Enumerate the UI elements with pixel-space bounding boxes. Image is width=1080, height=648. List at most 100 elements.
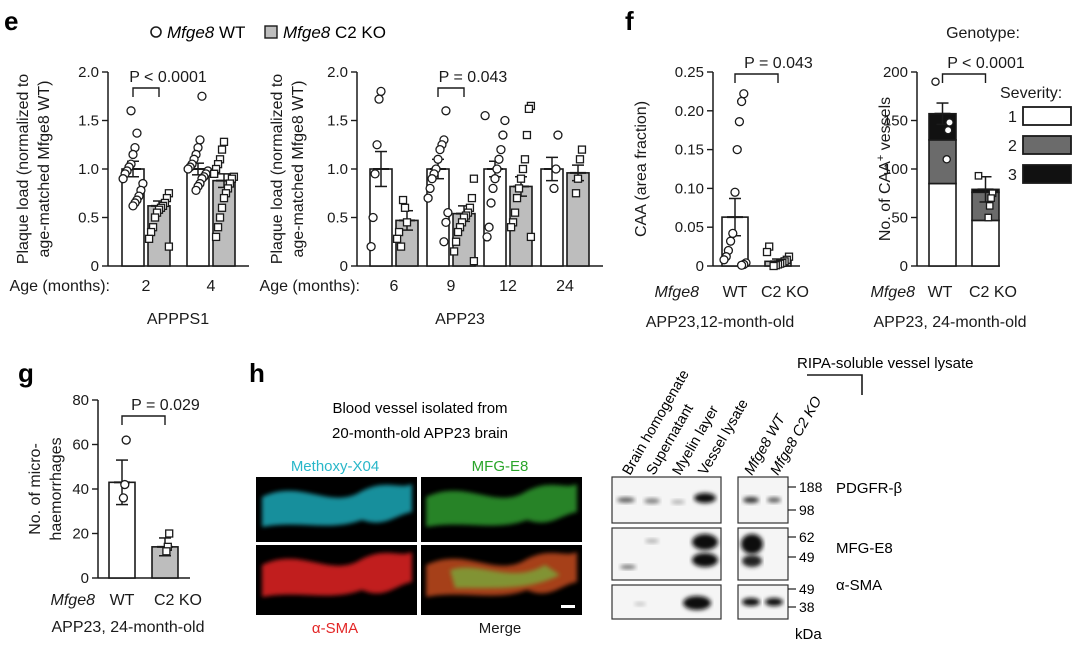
data-point: [219, 137, 229, 146]
data-point: [553, 130, 563, 140]
data-point: [719, 255, 729, 265]
x-tick-label: 4: [207, 278, 216, 295]
severity-legend-label: 1: [1008, 109, 1017, 126]
data-point: [575, 155, 585, 164]
data-point: [162, 547, 171, 556]
data-point: [931, 77, 940, 86]
y-tick-label: 0.25: [675, 64, 704, 81]
y-tick-label: 1.0: [78, 161, 99, 178]
y-tick-label: 50: [891, 210, 908, 227]
data-point: [396, 242, 406, 251]
panel-label-e: e: [4, 6, 18, 36]
data-point: [120, 479, 130, 490]
data-point: [522, 130, 532, 140]
data-point: [374, 94, 384, 104]
data-point: [215, 213, 225, 222]
x-tick-label: 9: [447, 278, 456, 295]
y-tick-label: 0: [91, 258, 99, 275]
stack-segment-severity-2: [928, 139, 957, 185]
mw-98: 98: [799, 502, 815, 518]
y-axis-label: No. of micro-: [27, 443, 44, 535]
y-tick-label: 0.5: [78, 210, 99, 227]
mw-62: 62: [799, 529, 815, 545]
y-axis-label: age-matched Mfge8 WT): [36, 81, 53, 258]
data-point: [514, 184, 524, 193]
y-tick-label: 1.5: [78, 113, 99, 130]
data-point: [739, 89, 749, 99]
severity-legend-label: 3: [1008, 167, 1017, 184]
chart-f-caa: 0 0.05 0.10 0.15 0.20 0.25 Mfge8 WT C2 KO APP23,1…: [633, 55, 813, 331]
legend-ko-marker: [264, 25, 278, 39]
data-point: [165, 529, 174, 538]
vessel-title-line1: Blood vessel isolated from: [332, 400, 507, 417]
data-point: [392, 234, 402, 243]
data-point: [467, 193, 477, 203]
data-point: [128, 149, 138, 160]
y-tick-label: 1.0: [327, 161, 348, 178]
data-point: [469, 174, 479, 183]
bar-wt: [426, 168, 450, 267]
data-point: [451, 237, 461, 246]
data-point: [144, 234, 154, 243]
data-point: [520, 155, 530, 164]
x-tick-label: WT: [110, 592, 135, 609]
data-point: [984, 213, 993, 222]
data-point: [736, 260, 747, 270]
data-point: [441, 106, 451, 116]
data-point: [985, 202, 994, 210]
data-point: [577, 145, 587, 154]
significance-label: P = 0.029: [131, 397, 200, 414]
legend-title-genotype: Genotype:: [946, 25, 1020, 42]
y-tick-label: 2.0: [78, 64, 99, 81]
x-tick-label: WT: [928, 284, 953, 301]
data-point: [213, 223, 223, 232]
data-point: [506, 223, 516, 232]
y-tick-label: 0.15: [675, 142, 704, 159]
data-point: [524, 104, 534, 114]
data-point: [372, 140, 382, 150]
data-point: [492, 164, 502, 174]
micrograph-label-merge: Merge: [479, 620, 522, 637]
x-tick-label: C2 KO: [761, 284, 809, 301]
y-tick-label: 60: [72, 437, 89, 454]
data-point: [195, 135, 205, 145]
data-point: [484, 222, 494, 232]
data-point: [209, 169, 219, 179]
x-tick-label: 2: [142, 278, 151, 295]
data-point: [573, 174, 583, 183]
data-point: [942, 155, 951, 164]
data-point: [518, 164, 528, 174]
data-point: [762, 247, 772, 257]
y-axis-label: age-matched Mfge8 WT): [290, 81, 307, 258]
y-tick-label: 0: [900, 258, 908, 275]
marker-pdgfr: PDGFR-β: [836, 480, 902, 497]
y-tick-label: 2.0: [327, 64, 348, 81]
blot-pdgfr-left: [611, 476, 722, 524]
data-point: [549, 183, 559, 194]
x-tick-label: C2 KO: [154, 592, 202, 609]
marker-mfge8: MFG-E8: [836, 540, 893, 557]
x-tick-label: C2 KO: [969, 284, 1017, 301]
y-axis-label: haemorrhages: [48, 437, 65, 540]
data-point: [132, 128, 142, 138]
data-point: [439, 237, 449, 247]
ripa-label: RIPA-soluble vessel lysate: [797, 355, 973, 372]
panel-label-h: h: [249, 358, 265, 388]
x-prefix-label: Age (months):: [260, 278, 360, 295]
marker-asma: α-SMA: [836, 577, 882, 594]
micrograph-label-asma: α-SMA: [312, 620, 358, 637]
y-tick-label: 1.5: [327, 113, 348, 130]
significance-bracket: [734, 73, 779, 83]
data-point: [469, 256, 479, 266]
data-point: [146, 227, 156, 237]
data-point: [571, 189, 581, 198]
y-tick-label: 0.20: [675, 103, 704, 120]
panel-h: Blood vessel isolated from 20-month-old …: [256, 355, 973, 643]
vessel-shape-merge-overlay: [450, 565, 560, 589]
data-point: [512, 193, 522, 203]
data-point: [427, 174, 437, 184]
data-point: [987, 194, 995, 202]
vessel-shape-green: [426, 484, 577, 527]
panel-label-f: f: [625, 6, 634, 36]
